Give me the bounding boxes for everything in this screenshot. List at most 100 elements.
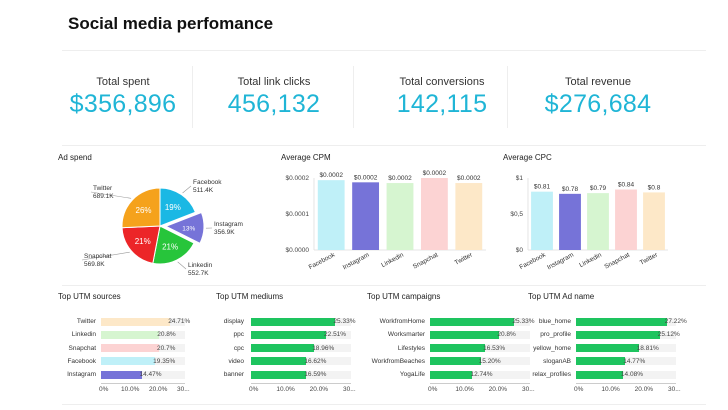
utm-row-label: yellow_home xyxy=(533,344,571,352)
utm-bar-value-label: 18.96% xyxy=(312,344,335,352)
utm-row-label: Facebook xyxy=(67,357,96,365)
utm-bar[interactable] xyxy=(251,370,307,379)
utm-bar[interactable] xyxy=(430,317,515,326)
utm-row-label: banner xyxy=(223,371,244,379)
y-tick-label: $0.0000 xyxy=(286,247,310,254)
average-cpc-title: Average CPC xyxy=(503,153,552,162)
utm-bar-track xyxy=(430,344,530,353)
utm-bar[interactable] xyxy=(251,317,336,326)
utm-bar-track xyxy=(430,357,530,366)
pie-leader-line xyxy=(90,191,132,199)
x-tick-label: 10.0% xyxy=(455,386,474,393)
utm-bar[interactable] xyxy=(251,330,327,339)
top-utm-campaigns-title: Top UTM campaigns xyxy=(367,292,441,301)
x-tick-label: Twitter xyxy=(454,251,475,267)
charts-divider xyxy=(62,285,706,286)
utm-row-label: Worksmarter xyxy=(387,331,425,339)
kpi-divider xyxy=(353,66,354,128)
utm-bar-value-label: 27.22% xyxy=(664,318,687,325)
top-utm-ad-name-chart: blue_home 27.22% pro_profile 25.12% yellow_h… xyxy=(528,316,696,396)
utm-bar[interactable] xyxy=(101,344,159,353)
utm-row: ppc 22.51% xyxy=(216,329,351,340)
utm-bar-track xyxy=(430,330,530,339)
utm-bar[interactable] xyxy=(251,344,315,353)
kpi-value: 456,132 xyxy=(227,90,321,118)
utm-bar-track xyxy=(576,317,676,326)
x-tick-label: Facebook xyxy=(308,251,337,271)
utm-bar[interactable] xyxy=(430,370,473,379)
utm-bar[interactable] xyxy=(251,357,307,366)
utm-bar[interactable] xyxy=(101,330,160,339)
pie-slice-instagram[interactable] xyxy=(164,211,205,244)
utm-row-label: Lifestyles xyxy=(397,344,425,352)
utm-row-label: Linkedin xyxy=(71,331,96,339)
bar-facebook[interactable] xyxy=(317,180,345,250)
x-tick-label: Twitter xyxy=(639,251,660,267)
utm-bar[interactable] xyxy=(576,370,623,379)
kpi-label: Total conversions xyxy=(399,76,485,88)
utm-bar-value-label: 12.74% xyxy=(470,371,493,379)
utm-bar-value-label: 20.7% xyxy=(156,344,176,352)
utm-bar-value-label: 20.8% xyxy=(157,331,176,339)
pie-leader-line xyxy=(177,261,187,270)
x-tick-label: 10.0% xyxy=(121,386,140,393)
bar-twitter[interactable] xyxy=(455,183,483,250)
utm-bar-value-label: 22.51% xyxy=(324,331,347,339)
x-tick-label: 30... xyxy=(522,386,535,393)
bar-snapchat[interactable] xyxy=(615,189,637,250)
utm-row: YogaLife 12.74% xyxy=(367,369,530,380)
utm-row: Worksmarter 20.8% xyxy=(367,329,530,340)
utm-bar-track xyxy=(430,317,530,326)
bar-instagram[interactable] xyxy=(559,193,581,250)
utm-bar[interactable] xyxy=(576,317,667,326)
utm-bar[interactable] xyxy=(576,344,639,353)
top-utm-sources-chart: Twitter 24.71% Linkedin 20.8% Snapchat 20.7% F… xyxy=(58,316,205,396)
utm-row: Instagram 14.47% xyxy=(58,369,185,380)
utm-bar[interactable] xyxy=(430,344,486,353)
utm-row: Facebook 19.35% xyxy=(58,356,185,367)
utm-bar[interactable] xyxy=(576,357,626,366)
utm-bar[interactable] xyxy=(576,330,660,339)
x-tick-label: Instagram xyxy=(342,252,371,272)
utm-row: WorkfromBeaches 15.20% xyxy=(367,356,530,367)
top-utm-mediums-chart: display 25.33% ppc 22.51% cpc 18.96% video 16.6… xyxy=(216,316,371,396)
bar-snapchat[interactable] xyxy=(420,178,448,250)
utm-bar-value-label: 14.47% xyxy=(139,371,162,379)
pie-slice-twitter[interactable] xyxy=(121,187,161,229)
utm-bar[interactable] xyxy=(101,370,142,379)
utm-row-label: WorkfromHome xyxy=(379,318,425,325)
utm-row-label: blue_home xyxy=(538,318,571,325)
utm-bar-track xyxy=(251,317,351,326)
kpi-total-spent: Total spent $356,896 xyxy=(48,76,198,119)
x-tick-label: 30... xyxy=(177,386,190,393)
utm-bar-value-label: 14.08% xyxy=(620,371,643,379)
top-utm-sources-title: Top UTM sources xyxy=(58,292,121,301)
utm-row: cpc 18.96% xyxy=(216,343,351,354)
average-cpm-chart: $0.0000 $0.0001 $0.0002 $0.0002 Facebook $0.0… xyxy=(286,170,486,272)
bar-facebook[interactable] xyxy=(531,191,553,250)
utm-row: yellow_home 18.81% xyxy=(528,343,676,354)
utm-bar-value-label: 16.53% xyxy=(483,344,506,352)
pie-slice-snapchat[interactable] xyxy=(121,225,161,264)
x-tick-label: Snapchat xyxy=(412,251,440,270)
utm-bar-value-label: 15.20% xyxy=(478,357,501,365)
utm-bar[interactable] xyxy=(430,357,481,366)
bar-linkedin[interactable] xyxy=(386,183,414,250)
bar-data-label: $0.8 xyxy=(648,184,661,191)
pie-slice-facebook[interactable] xyxy=(159,187,197,227)
utm-row-label: Snapchat xyxy=(68,344,96,352)
utm-bar[interactable] xyxy=(101,317,171,326)
bar-instagram[interactable] xyxy=(352,182,380,250)
bar-data-label: $0.79 xyxy=(590,185,607,192)
utm-bar[interactable] xyxy=(430,330,500,339)
pie-slice-linkedin[interactable] xyxy=(152,225,195,265)
utm-row-label: YogaLife xyxy=(399,371,425,379)
utm-bar-track xyxy=(251,370,351,379)
top-utm-mediums-title: Top UTM mediums xyxy=(216,292,284,301)
utm-bar[interactable] xyxy=(101,357,156,366)
bar-twitter[interactable] xyxy=(643,192,665,250)
pie-slice-pct-label: 21% xyxy=(135,237,151,246)
utm-bar-value-label: 25.33% xyxy=(333,318,356,325)
x-tick-label: 30... xyxy=(343,386,356,393)
bar-linkedin[interactable] xyxy=(587,193,609,250)
